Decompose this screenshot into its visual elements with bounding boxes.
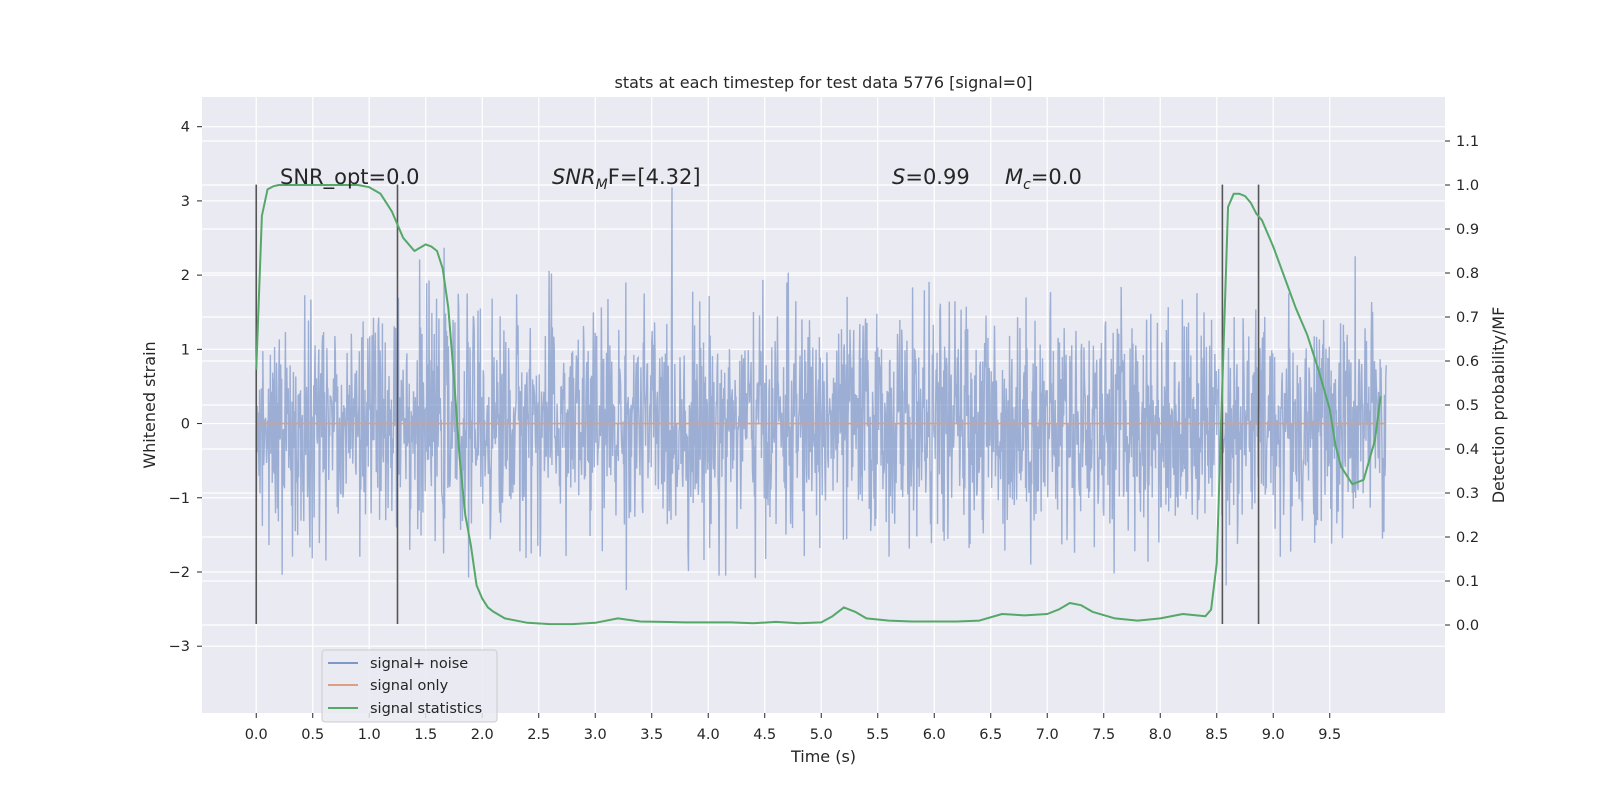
y-right-tick-label: 0.9: [1456, 222, 1479, 238]
y-left-tick-label: 3: [181, 194, 190, 210]
x-tick-label: 5.5: [866, 727, 889, 743]
y-right-tick-label: 0.1: [1456, 574, 1479, 590]
x-tick-label: 3.0: [584, 727, 607, 743]
annotation-mc-value: =0.0: [1031, 165, 1082, 189]
annotation-snr-mf-subscript: M: [596, 177, 608, 193]
y-left-tick-label: 1: [181, 342, 190, 358]
legend: signal+ noise signal only signal statist…: [321, 649, 498, 723]
y-left-tick-label: 2: [181, 268, 190, 284]
annotation-snr-mf-value: F=[4.32]: [608, 165, 701, 189]
annotation-s-symbol: S: [892, 165, 905, 189]
y-axis-right-ticks: 0.0 0.1 0.2 0.3 0.4 0.5 0.6 0.7 0.8 0.9 1.0 1.1: [1445, 134, 1479, 634]
x-tick-label: 3.5: [640, 727, 663, 743]
annotation-snr-opt: SNR_opt=0.0: [280, 165, 420, 190]
y-left-tick-label: 4: [181, 120, 190, 136]
legend-label-signal-statistics: signal statistics: [370, 701, 482, 717]
x-tick-label: 2.5: [527, 727, 550, 743]
annotation-s: S=0.99: [892, 165, 970, 189]
y-right-tick-label: 0.5: [1456, 398, 1479, 414]
signal-noise-series: [255, 187, 1387, 591]
x-tick-label: 8.0: [1149, 727, 1172, 743]
legend-label-signal-noise: signal+ noise: [370, 656, 468, 672]
y-right-tick-label: 0.6: [1456, 354, 1479, 370]
x-axis-label: Time (s): [790, 747, 856, 766]
x-tick-label: 4.5: [753, 727, 776, 743]
y-right-tick-label: 0.3: [1456, 486, 1479, 502]
x-tick-label: 7.5: [1092, 727, 1115, 743]
x-tick-label: 4.0: [697, 727, 720, 743]
x-tick-label: 9.5: [1318, 727, 1341, 743]
y-right-tick-label: 0.4: [1456, 442, 1479, 458]
y-right-tick-label: 1.0: [1456, 178, 1479, 194]
y-right-tick-label: 0.0: [1456, 618, 1479, 634]
annotation-s-value: =0.99: [905, 165, 969, 189]
signal-statistics-series: [255, 184, 1382, 626]
x-tick-label: 5.0: [810, 727, 833, 743]
y-axis-left-ticks: −3 −2 −1 0 1 2 3 4: [169, 120, 202, 655]
x-tick-label: 0.5: [301, 727, 324, 743]
y-axis-right-label: Detection probability/MF: [1489, 307, 1508, 504]
x-tick-label: 6.0: [923, 727, 946, 743]
y-right-tick-label: 1.1: [1456, 134, 1479, 150]
x-tick-label: 2.0: [471, 727, 494, 743]
y-right-tick-label: 0.7: [1456, 310, 1479, 326]
annotation-snr-mf: SNRMF=[4.32]: [552, 165, 701, 193]
x-tick-label: 1.5: [414, 727, 437, 743]
x-tick-label: 0.0: [245, 727, 268, 743]
annotation-mc-subscript: c: [1023, 177, 1031, 193]
legend-label-signal-only: signal only: [370, 678, 449, 694]
x-tick-label: 8.5: [1205, 727, 1228, 743]
annotation-snr-mf-symbol: SNR: [552, 165, 596, 189]
x-tick-label: 9.0: [1262, 727, 1285, 743]
signal-noise-line: [255, 187, 1387, 591]
y-left-tick-label: 0: [181, 417, 190, 433]
signal-statistics-line: [255, 184, 1382, 626]
x-axis-ticks: 0.0 0.5 1.0 1.5 2.0 2.5 3.0 3.5 4.0 4.5 5.0 5.5 6.0 6…: [245, 713, 1341, 743]
y-left-tick-label: −1: [169, 491, 190, 507]
annotation-mc-symbol: M: [1005, 165, 1023, 189]
y-left-tick-label: −2: [169, 565, 190, 581]
y-right-tick-label: 0.8: [1456, 266, 1479, 282]
x-tick-label: 1.0: [358, 727, 381, 743]
legend-box: [321, 649, 498, 723]
x-tick-label: 7.0: [1036, 727, 1059, 743]
x-tick-label: 6.5: [979, 727, 1002, 743]
y-right-tick-label: 0.2: [1456, 530, 1479, 546]
chart-title: stats at each timestep for test data 577…: [614, 73, 1032, 92]
y-axis-left-label: Whitened strain: [140, 341, 159, 468]
y-left-tick-label: −3: [169, 639, 190, 655]
annotation-mc: Mc=0.0: [1005, 165, 1082, 193]
